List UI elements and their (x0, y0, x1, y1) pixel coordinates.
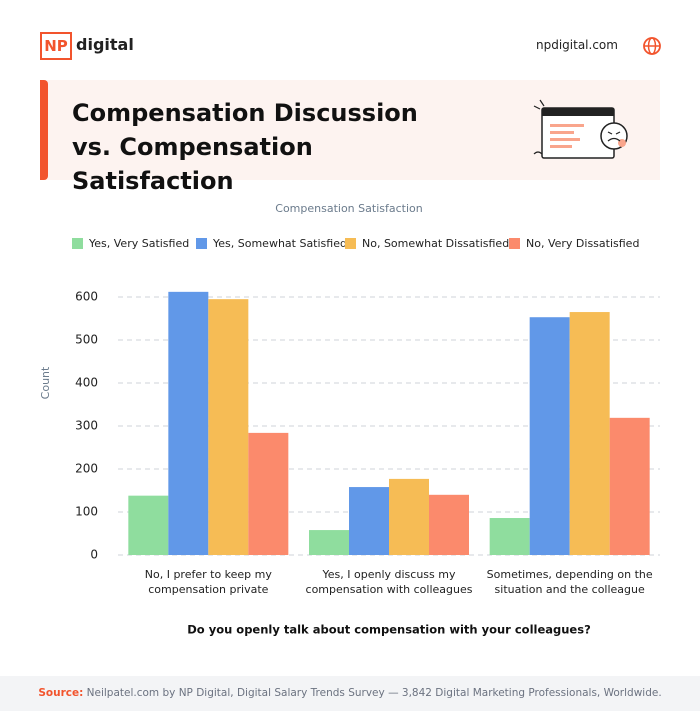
y-tick-label: 0 (90, 548, 98, 562)
x-tick-label: Yes, I openly discuss my compensation wi… (305, 568, 473, 596)
y-tick-label: 100 (75, 505, 98, 519)
legend-swatch (72, 238, 83, 249)
legend-label: Yes, Very Satisfied (88, 237, 189, 250)
x-tick-label: No, I prefer to keep my compensation pri… (144, 568, 272, 596)
y-tick-label: 300 (75, 419, 98, 433)
bar (208, 299, 249, 555)
bar (128, 495, 169, 555)
website: npdigital.com (536, 38, 618, 52)
chart: Compensation Satisfaction Count Do you o… (39, 202, 660, 637)
bar (168, 291, 209, 555)
source-text: Neilpatel.com by NP Digital, Digital Sal… (86, 687, 662, 699)
title-accent (40, 80, 48, 180)
y-tick-label: 500 (75, 333, 98, 347)
x-tick-label: Sometimes, depending on the situation an… (486, 568, 653, 596)
bar (609, 417, 650, 555)
globe-icon (643, 37, 661, 55)
logo-mark: NP (40, 32, 72, 60)
bar (569, 312, 610, 555)
bar (248, 432, 289, 555)
bar (389, 478, 429, 555)
source-label: Source: (38, 687, 84, 699)
footer: Source: Neilpatel.com by NP Digital, Dig… (0, 676, 700, 711)
x-axis-label: Do you openly talk about compensation wi… (187, 623, 591, 637)
legend-label: Yes, Somewhat Satisfied (212, 237, 347, 250)
title: Compensation Discussion vs. Compensation… (72, 99, 418, 195)
bar (489, 518, 530, 555)
logo-text: digital (76, 35, 134, 54)
bar (309, 530, 349, 555)
y-tick-label: 200 (75, 462, 98, 476)
legend-label: No, Somewhat Dissatisfied (362, 237, 509, 250)
bar (529, 317, 570, 555)
illustration (533, 99, 628, 159)
legend-title: Compensation Satisfaction (275, 202, 422, 215)
y-tick-label: 400 (75, 376, 98, 390)
bar (429, 494, 469, 555)
y-axis-label: Count (39, 366, 52, 399)
legend-swatch (345, 238, 356, 249)
legend-swatch (509, 238, 520, 249)
legend-swatch (196, 238, 207, 249)
bar (349, 487, 389, 555)
y-tick-label: 600 (75, 290, 98, 304)
legend-label: No, Very Dissatisfied (526, 237, 639, 250)
